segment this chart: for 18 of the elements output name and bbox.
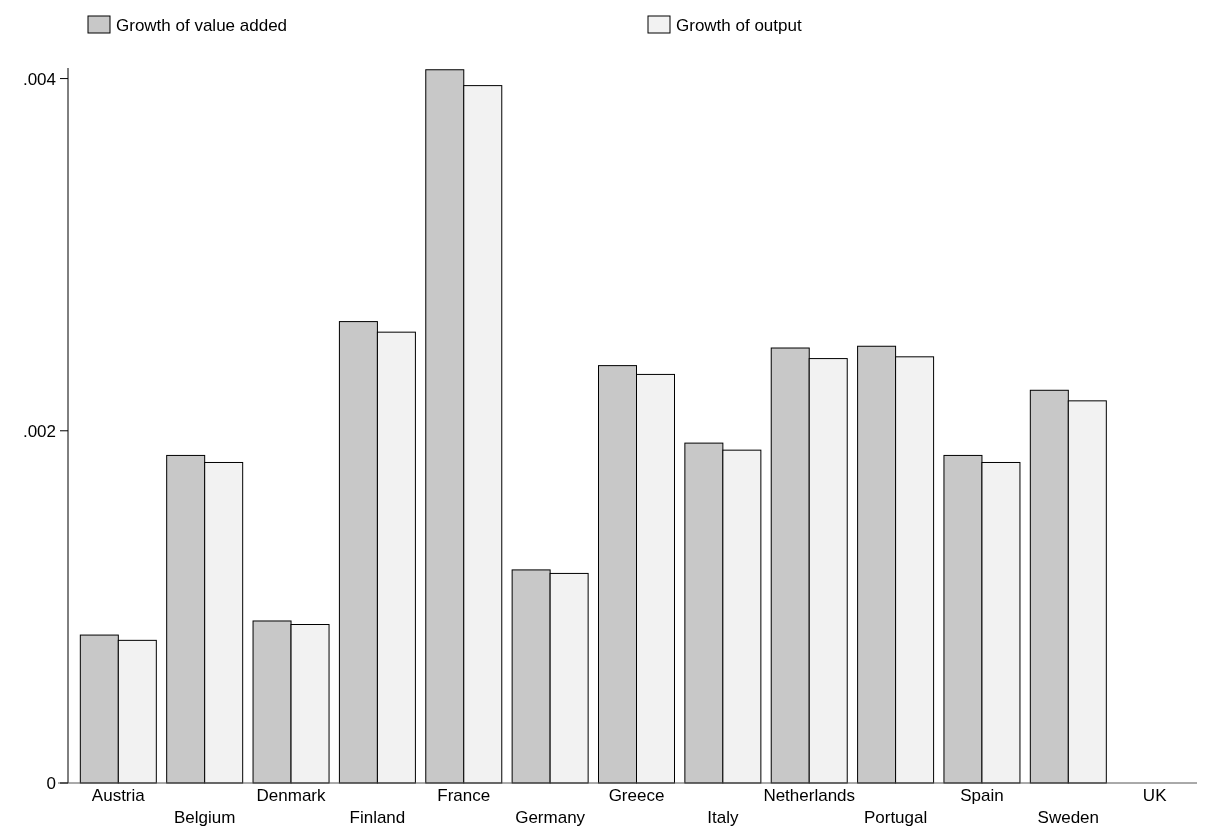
x-tick-label: Denmark <box>256 786 327 805</box>
x-tick-label: Italy <box>707 808 739 827</box>
legend-label: Growth of output <box>676 15 802 35</box>
x-tick-label: Portugal <box>863 808 928 827</box>
y-tick-label: 0 <box>46 773 56 793</box>
legend-label: Growth of value added <box>116 15 288 35</box>
y-tick-label: .002 <box>22 421 56 441</box>
x-tick-label: Spain <box>960 786 1004 805</box>
x-tick-label: UK <box>1142 786 1168 805</box>
x-tick-label: Belgium <box>173 808 236 827</box>
x-tick-label: Austria <box>91 786 146 805</box>
x-tick-label: Finland <box>349 808 406 827</box>
x-tick-label: Netherlands <box>763 786 856 805</box>
x-tick-label: France <box>437 786 491 805</box>
x-tick-label: Greece <box>608 786 665 805</box>
y-tick-label: .004 <box>22 69 56 89</box>
x-tick-label: Germany <box>515 808 586 827</box>
x-tick-label: Sweden <box>1037 808 1100 827</box>
